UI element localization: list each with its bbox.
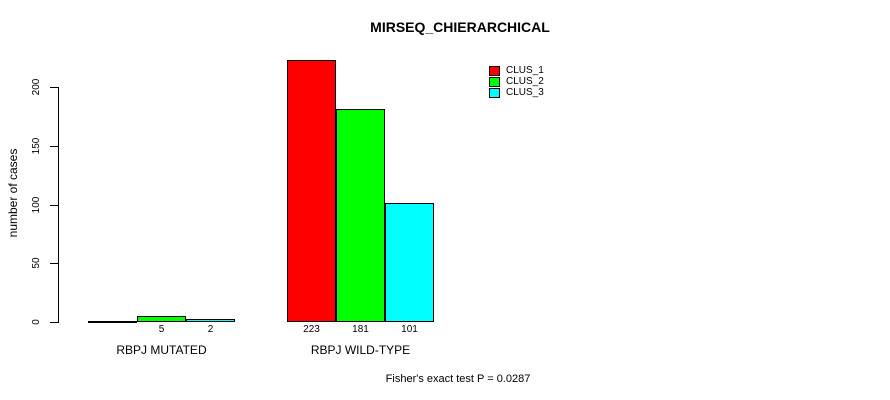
legend-item-clus-3: CLUS_3 (489, 88, 544, 98)
y-tick-label: 200 (31, 78, 42, 96)
bar-value-label: 181 (352, 324, 369, 335)
bar-clus_2-group1 (137, 316, 186, 322)
legend-item-clus-2: CLUS_2 (489, 77, 544, 87)
y-axis-title: number of cases (6, 148, 20, 238)
statistical-test-annotation: Fisher's exact test P = 0.0287 (385, 373, 531, 385)
bar-value-label: 5 (158, 324, 165, 335)
y-axis-line (58, 87, 59, 323)
legend-label-clus-3: CLUS_3 (506, 87, 544, 98)
bar-clus_2-group2 (336, 109, 385, 322)
bar-value-label: 223 (303, 324, 320, 335)
y-tick (50, 146, 58, 147)
x-category-label: RBPJ WILD-TYPE (310, 343, 411, 357)
bar-clus_3-group2 (385, 203, 434, 322)
bar-value-label: 101 (401, 324, 418, 335)
y-tick (50, 87, 58, 88)
y-tick-label: 50 (31, 257, 42, 269)
y-tick (50, 322, 58, 323)
legend-swatch-clus-1 (489, 66, 500, 76)
legend-label-clus-2: CLUS_2 (506, 76, 544, 87)
y-tick (50, 205, 58, 206)
legend-item-clus-1: CLUS_1 (489, 66, 544, 76)
y-tick-label: 100 (31, 196, 42, 214)
bar-clus_1-group2 (287, 60, 336, 322)
bar-clus_3-group1 (186, 319, 235, 322)
bar-clus_1-group1 (88, 321, 137, 323)
x-category-label: RBPJ MUTATED (116, 343, 207, 357)
y-tick-label: 0 (31, 319, 42, 325)
y-tick (50, 263, 58, 264)
legend-swatch-clus-2 (489, 77, 500, 87)
chart-title: MIRSEQ_CHIERARCHICAL (370, 19, 550, 35)
legend-swatch-clus-3 (489, 88, 500, 98)
y-tick-label: 150 (31, 137, 42, 155)
bar-value-label: 2 (207, 324, 214, 335)
legend: CLUS_1 CLUS_2 CLUS_3 (489, 66, 544, 98)
legend-label-clus-1: CLUS_1 (506, 65, 544, 76)
